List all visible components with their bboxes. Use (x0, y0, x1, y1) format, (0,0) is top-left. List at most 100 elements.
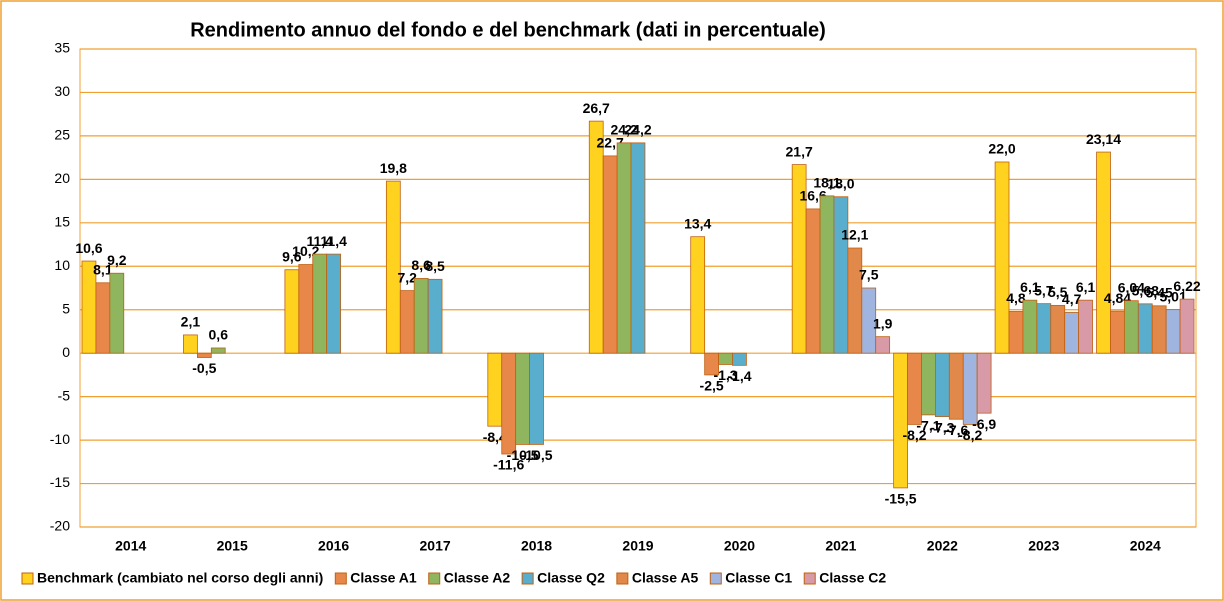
y-tick-label: 15 (54, 214, 70, 230)
bar (515, 352, 530, 445)
bar (935, 352, 950, 418)
y-tick-label: -15 (50, 474, 70, 490)
value-label: 22,0 (988, 141, 1015, 157)
value-label: 6,1 (1076, 279, 1096, 295)
legend-label: Classe A2 (444, 570, 511, 586)
bar (284, 269, 300, 354)
x-tick-label: 2018 (521, 538, 552, 554)
value-label: 19,8 (380, 160, 407, 176)
y-tick-label: 5 (62, 300, 70, 316)
bar (1179, 298, 1195, 354)
x-tick-label: 2020 (724, 538, 755, 554)
bar (1064, 311, 1080, 354)
bar (690, 236, 706, 354)
bar (1008, 311, 1024, 354)
bar (718, 352, 733, 365)
value-label: 5,5 (1048, 284, 1068, 300)
bar (994, 161, 1010, 354)
legend-swatch (428, 572, 441, 585)
bar (861, 287, 877, 354)
value-label: 5,45 (1146, 285, 1173, 301)
value-label: -6,9 (972, 416, 996, 432)
y-tick-label: 25 (54, 127, 70, 143)
bar (1165, 309, 1181, 354)
value-label: 8,5 (425, 258, 445, 274)
value-label: 1,9 (873, 315, 893, 331)
legend-swatch (709, 572, 722, 585)
value-label: 5,68 (1132, 283, 1159, 299)
value-label: 5,7 (1034, 282, 1054, 298)
y-tick-label: -5 (58, 387, 71, 403)
value-label: 9,6 (282, 248, 302, 264)
bar (616, 142, 632, 354)
value-label: 13,4 (684, 215, 711, 231)
bar (501, 352, 517, 455)
legend-swatch (521, 572, 534, 585)
legend-label: Classe A1 (350, 570, 417, 586)
value-label: 8,6 (411, 257, 431, 273)
y-tick-label: 30 (54, 83, 70, 99)
bar (210, 347, 226, 354)
value-label: 18,1 (813, 175, 840, 191)
bar (95, 282, 111, 354)
bar (1022, 299, 1038, 354)
legend-label: Benchmark (cambiato nel corso degli anni… (37, 570, 323, 586)
bar (847, 247, 863, 354)
y-tick-label: -20 (50, 518, 70, 534)
value-label: -7,1 (916, 418, 940, 434)
value-label: -8,2 (958, 427, 982, 443)
x-tick-label: 2015 (217, 538, 248, 554)
x-tick-label: 2022 (927, 538, 958, 554)
bar (385, 180, 401, 354)
value-label: -15,5 (885, 491, 917, 507)
legend-label: Classe C2 (819, 570, 886, 586)
bar (732, 352, 747, 366)
legend-swatch (803, 572, 816, 585)
bar (893, 352, 908, 489)
bar (602, 155, 618, 354)
bar (921, 352, 936, 416)
bar (819, 195, 835, 354)
y-tick-label: 0 (62, 344, 70, 360)
value-label: 2,1 (181, 314, 201, 330)
bar (312, 253, 328, 354)
bar (948, 352, 964, 420)
legend-label: Classe Q2 (537, 570, 605, 586)
value-label: 8,1 (93, 261, 113, 277)
legend-swatch (616, 572, 629, 585)
bar (962, 352, 978, 425)
x-tick-label: 2024 (1130, 538, 1161, 554)
bar (326, 253, 341, 354)
bar (1110, 310, 1125, 354)
value-label: 12,1 (841, 227, 868, 243)
value-label: -8,2 (902, 427, 926, 443)
y-tick-label: -10 (50, 431, 70, 447)
bar (588, 120, 604, 354)
value-label: 4,7 (1062, 291, 1082, 307)
value-label: 6,04 (1118, 279, 1145, 295)
value-label: -1,3 (713, 367, 737, 383)
bar (630, 142, 646, 354)
value-label: 24,2 (610, 122, 637, 138)
value-label: -7,6 (944, 422, 968, 438)
value-label: 21,7 (786, 143, 813, 159)
bar (196, 352, 212, 358)
bar (907, 352, 922, 425)
bar (1137, 303, 1153, 354)
x-tick-label: 2023 (1028, 538, 1059, 554)
bar (109, 272, 125, 354)
bar (1123, 300, 1139, 354)
bar (1096, 151, 1111, 354)
value-label: -7,3 (930, 419, 954, 435)
y-tick-label: 35 (54, 40, 70, 56)
bar (399, 290, 415, 354)
bar (833, 196, 849, 354)
value-label: 6,1 (1020, 279, 1040, 295)
bar (487, 352, 503, 427)
value-label: 7,2 (398, 269, 418, 285)
x-tick-label: 2014 (115, 538, 146, 554)
bar (183, 334, 198, 354)
y-tick-label: 10 (54, 257, 70, 273)
bar (805, 208, 821, 354)
